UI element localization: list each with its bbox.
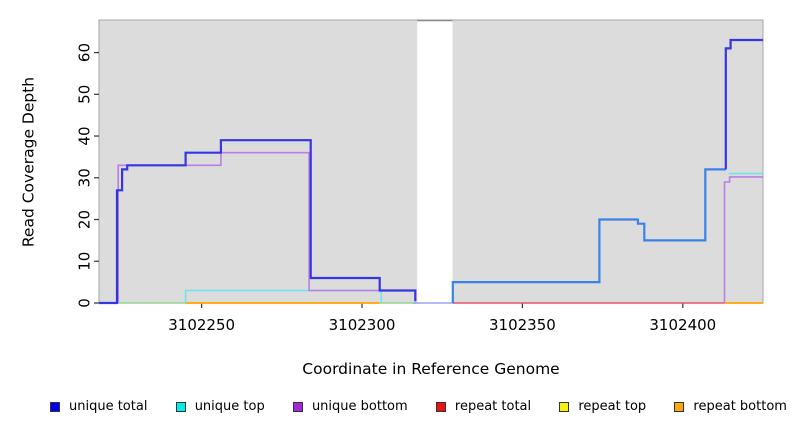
legend-item-unique-bottom: unique bottom bbox=[292, 399, 408, 414]
x-tick-label: 3102400 bbox=[649, 316, 716, 334]
legend-label-unique-bottom: unique bottom bbox=[311, 399, 408, 414]
legend-label-repeat-total: repeat total bbox=[454, 399, 532, 414]
legend-item-repeat-total: repeat total bbox=[435, 399, 532, 414]
series-unique-total-left bbox=[99, 139, 417, 305]
legend-swatch-unique-top bbox=[175, 401, 186, 412]
x-axis-title: Coordinate in Reference Genome bbox=[302, 360, 560, 378]
y-tick-label: 50 bbox=[76, 85, 94, 104]
y-tick-label: 20 bbox=[76, 210, 94, 229]
legend-swatch-unique-total bbox=[50, 401, 60, 412]
y-tick-label: 40 bbox=[76, 126, 94, 145]
legend-label-repeat-top: repeat top bbox=[578, 399, 647, 414]
legend-swatch-repeat-total bbox=[435, 401, 446, 412]
series-unique-total-after-gap bbox=[451, 168, 726, 303]
y-tick-label: 0 bbox=[76, 298, 94, 308]
legend-item-unique-total: unique total bbox=[50, 399, 147, 414]
coverage-plot: 3102250 3102300 3102350 3102400 0 10 20 30 40 50 6… bbox=[76, 19, 764, 334]
y-tick-label: 60 bbox=[76, 43, 94, 62]
legend-swatch-unique-bottom bbox=[292, 401, 303, 412]
series-unique-total-right-peak bbox=[724, 38, 763, 170]
legend-item-repeat-top: repeat top bbox=[559, 399, 646, 414]
x-tick-label: 3102350 bbox=[489, 316, 556, 334]
series-unique-top-left bbox=[184, 289, 383, 303]
legend-label-unique-top: unique top bbox=[194, 399, 265, 414]
legend-label-unique-total: unique total bbox=[69, 399, 148, 414]
legend: unique total unique top unique bottom re… bbox=[50, 399, 787, 414]
legend-item-repeat-bottom: repeat bottom bbox=[674, 399, 787, 414]
legend-item-unique-top: unique top bbox=[175, 399, 265, 414]
x-tick-label: 3102300 bbox=[329, 316, 396, 334]
series-unique-bottom-right bbox=[723, 176, 763, 303]
legend-swatch-repeat-top bbox=[559, 401, 570, 412]
y-tick-label: 10 bbox=[76, 252, 94, 271]
y-tick-label: 30 bbox=[76, 168, 94, 187]
no-data-gap bbox=[417, 21, 453, 303]
x-tick-label: 3102250 bbox=[168, 316, 235, 334]
legend-swatch-repeat-bottom bbox=[674, 401, 685, 412]
legend-label-repeat-bottom: repeat bottom bbox=[693, 399, 787, 414]
